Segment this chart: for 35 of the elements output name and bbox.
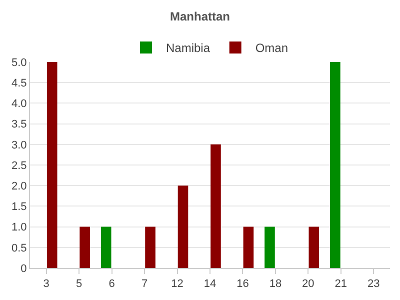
y-tick-label: 5.0 — [12, 56, 27, 69]
bar — [145, 226, 156, 268]
y-tick-label: 1.0 — [12, 222, 27, 234]
y-tick-label: 4.0 — [12, 98, 27, 110]
y-tick-label: 4.5 — [12, 77, 27, 90]
chart-title: Manhattan — [170, 9, 230, 24]
bar — [178, 186, 188, 268]
x-tick-label: 3 — [43, 278, 50, 290]
y-tick-label: 3.5 — [12, 118, 27, 131]
x-tick-label: 21 — [334, 278, 348, 290]
legend-label: Oman — [255, 41, 288, 56]
y-tick-label: 1.5 — [12, 201, 27, 214]
x-tick-label: 12 — [171, 278, 184, 290]
bar — [330, 62, 340, 268]
bar — [100, 226, 112, 268]
y-tick-label: 3.0 — [12, 139, 27, 152]
y-tick-label: 2.0 — [12, 180, 27, 192]
y-tick-label: 2.5 — [12, 160, 27, 172]
bar — [80, 226, 90, 268]
bar — [308, 226, 320, 268]
y-tick-label: 0.5 — [12, 242, 27, 254]
bar — [46, 62, 58, 268]
bar — [243, 226, 254, 268]
legend-label: Namibia — [166, 41, 210, 56]
x-tick-label: 20 — [302, 278, 314, 290]
x-tick-label: 5 — [76, 278, 82, 290]
bar — [210, 144, 221, 268]
x-tick-label: 14 — [204, 278, 216, 290]
x-tick-label: 23 — [368, 278, 380, 290]
x-tick-label: 18 — [269, 278, 282, 290]
x-tick-label: 6 — [108, 278, 115, 290]
x-tick-label: 16 — [236, 278, 249, 290]
bar — [264, 226, 275, 268]
x-tick-label: 7 — [141, 278, 148, 290]
y-tick-label: 0 — [20, 262, 27, 275]
